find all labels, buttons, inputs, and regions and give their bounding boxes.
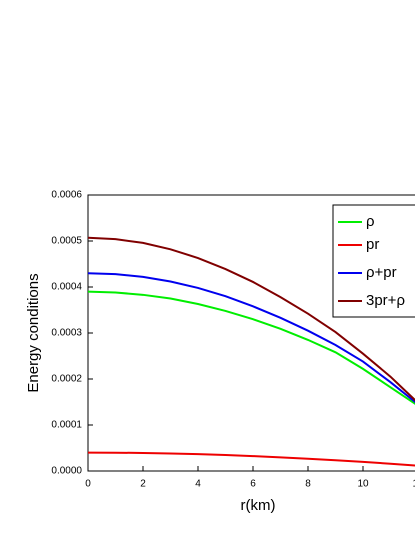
legend-box xyxy=(332,204,415,318)
y-tick-label: 0.0006 xyxy=(51,190,82,201)
legend-text: ρ xyxy=(366,213,375,230)
legend-text: 3pr+ρ xyxy=(366,292,405,309)
y-tick-label: 0.0003 xyxy=(51,328,82,339)
y-tick-label: 0.0002 xyxy=(51,374,82,385)
x-tick-label: 10 xyxy=(357,479,369,490)
x-tick-label: 8 xyxy=(305,479,311,490)
y-axis-label: Energy conditions xyxy=(25,273,42,392)
y-tick-label: 0.0005 xyxy=(51,236,82,247)
series-line xyxy=(87,451,415,467)
series-line xyxy=(87,236,415,402)
y-tick-label: 0.0000 xyxy=(51,466,82,477)
y-tick-label: 0.0001 xyxy=(51,420,82,431)
x-tick-label: 4 xyxy=(195,479,201,490)
x-axis-label: r(km) xyxy=(241,497,276,514)
x-tick-label: 12 xyxy=(412,479,415,490)
x-tick-label: 0 xyxy=(85,479,91,490)
legend-text: pr xyxy=(366,236,379,253)
legend-text: ρ+pr xyxy=(366,264,397,281)
x-tick-label: 2 xyxy=(140,479,146,490)
x-tick-label: 6 xyxy=(250,479,256,490)
series-line xyxy=(87,290,415,405)
series-line xyxy=(87,272,415,404)
y-tick-label: 0.0004 xyxy=(51,282,82,293)
